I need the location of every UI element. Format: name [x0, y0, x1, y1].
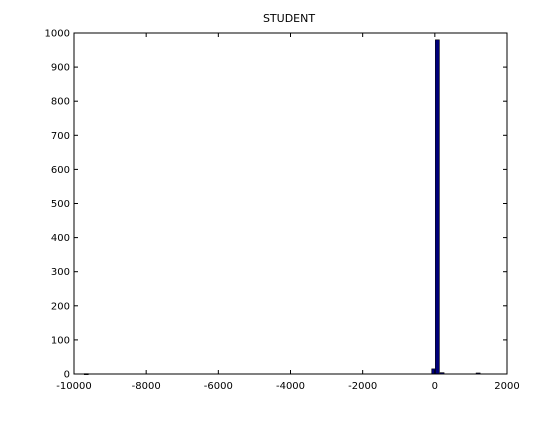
- y-tick-label: 400: [51, 233, 70, 244]
- x-tick-label: -2000: [348, 381, 377, 392]
- y-tick-label: 1000: [45, 29, 70, 40]
- x-tick-label: -10000: [56, 381, 91, 392]
- plot-area: [74, 33, 507, 374]
- y-tick-label: 300: [51, 267, 70, 278]
- y-tick-label: 500: [51, 199, 70, 210]
- y-tick-label: 900: [51, 63, 70, 74]
- histogram-bar: [435, 39, 440, 375]
- y-tick-label: 800: [51, 97, 70, 108]
- x-tick-label: -8000: [132, 381, 161, 392]
- plot-frame: [73, 32, 508, 375]
- y-tick-label: 600: [51, 165, 70, 176]
- y-tick-label: 200: [51, 301, 70, 312]
- x-tick-label: 2000: [494, 381, 519, 392]
- y-tick-label: 0: [64, 370, 70, 381]
- chart-title: STUDENT: [263, 12, 315, 25]
- y-tick-label: 700: [51, 131, 70, 142]
- y-tick-label: 100: [51, 335, 70, 346]
- x-tick-label: -4000: [276, 381, 305, 392]
- x-tick-label: -6000: [204, 381, 233, 392]
- x-tick-label: 0: [432, 381, 438, 392]
